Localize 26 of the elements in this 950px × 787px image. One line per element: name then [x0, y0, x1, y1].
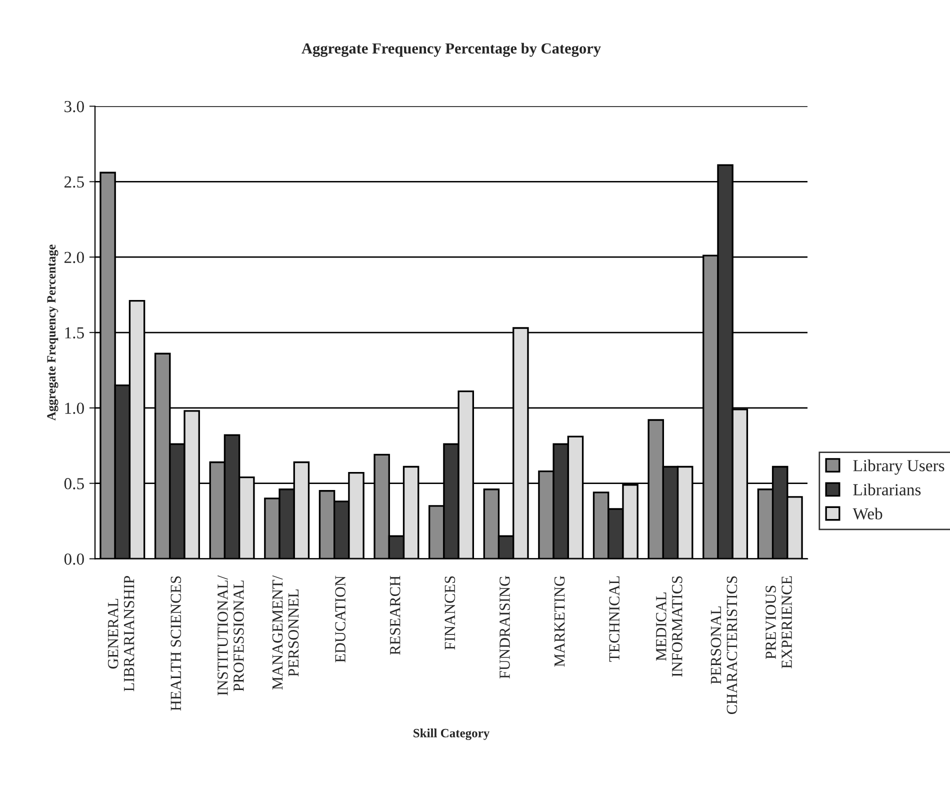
legend-label: Librarians [853, 484, 921, 496]
x-tick-label: MARKETING [554, 576, 565, 667]
x-tick-label: PERSONAL CHARACTERISTICS [710, 576, 738, 714]
y-tick-label: 3.0 [64, 100, 84, 112]
x-axis-title: Skill Category [414, 728, 490, 740]
x-tick-label: MANAGEMENT/ PERSONNEL [272, 575, 299, 690]
y-tick-label: 2.0 [64, 252, 84, 264]
legend-label: Web [852, 508, 882, 520]
y-tick-label: 1.5 [65, 327, 84, 339]
x-tick-label: TECHNICAL [609, 576, 620, 662]
x-tick-label: GENERAL LIBRARIANSHIP [108, 576, 134, 692]
y-tick-label: 0.0 [64, 553, 84, 565]
x-tick-label: MEDICAL INFORMATICS [656, 576, 682, 677]
x-tick-label: FINANCES [444, 576, 456, 650]
chart-title: Aggregate Frequency Percentage by Category [302, 42, 601, 57]
x-tick-label: EDUCATION [335, 576, 346, 662]
y-tick-label: 0.5 [64, 478, 84, 490]
legend-label: Library Users [853, 460, 944, 475]
y-axis-title: Aggregate Frequency Percentage [47, 244, 58, 421]
y-tick-label: 2.5 [64, 176, 84, 188]
x-tick-label: INSTITUTIONAL/ PROFESSIONAL [218, 575, 244, 696]
x-tick-label: RESEARCH [390, 576, 400, 655]
x-tick-label: FUNDRAISING [500, 576, 510, 679]
y-tick-label: 1.0 [65, 402, 84, 414]
x-tick-label: HEALTH SCIENCES [170, 576, 182, 711]
x-tick-label: PREVIOUS EXPERIENCE [766, 576, 792, 668]
